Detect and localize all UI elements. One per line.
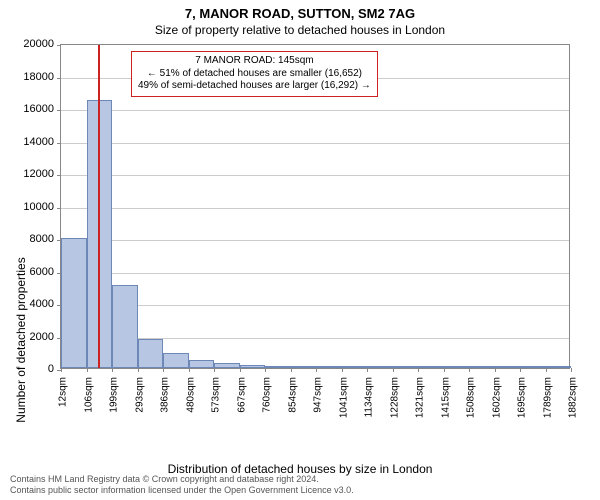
x-tick-label: 106sqm — [83, 377, 94, 413]
histogram-bar — [393, 366, 419, 368]
histogram-bar — [214, 363, 240, 368]
x-tick-label: 1695sqm — [517, 377, 528, 418]
y-tick-label: 20000 — [14, 38, 54, 50]
y-tick-label: 4000 — [14, 298, 54, 310]
gridline — [61, 273, 569, 274]
x-tick-label: 760sqm — [262, 377, 273, 413]
gridline — [61, 175, 569, 176]
histogram-bar — [469, 366, 495, 368]
y-tick-label: 14000 — [14, 136, 54, 148]
footer-line1: Contains HM Land Registry data © Crown c… — [10, 474, 354, 485]
y-tick-label: 8000 — [14, 233, 54, 245]
histogram-bar — [367, 366, 393, 368]
x-tick-label: 1508sqm — [466, 377, 477, 418]
x-tick-label: 1041sqm — [338, 377, 349, 418]
histogram-bar — [189, 360, 215, 368]
gridline — [61, 208, 569, 209]
y-tick-label: 0 — [14, 363, 54, 375]
footer-line2: Contains public sector information licen… — [10, 485, 354, 496]
x-tick-label: 1134sqm — [364, 377, 375, 417]
x-tick-label: 12sqm — [58, 377, 69, 407]
property-marker-line — [98, 45, 100, 368]
annotation-box: 7 MANOR ROAD: 145sqm← 51% of detached ho… — [131, 51, 378, 97]
x-tick-label: 1415sqm — [440, 377, 451, 418]
x-tick-label: 667sqm — [236, 377, 247, 413]
annotation-line: ← 51% of detached houses are smaller (16… — [138, 68, 371, 81]
chart-area: 7 MANOR ROAD: 145sqm← 51% of detached ho… — [60, 44, 570, 414]
histogram-bar — [316, 366, 342, 368]
y-tick-label: 12000 — [14, 168, 54, 180]
gridline — [61, 110, 569, 111]
x-tick-label: 1882sqm — [568, 377, 579, 418]
histogram-bar — [138, 339, 164, 368]
annotation-line: 49% of semi-detached houses are larger (… — [138, 80, 371, 93]
x-tick-label: 199sqm — [109, 377, 120, 413]
histogram-bar — [240, 365, 266, 368]
histogram-bar — [444, 366, 470, 368]
gridline — [61, 143, 569, 144]
histogram-bar — [495, 366, 521, 368]
x-tick-label: 947sqm — [313, 377, 324, 413]
histogram-bar — [418, 366, 444, 368]
histogram-bar — [342, 366, 368, 368]
y-tick-label: 6000 — [14, 266, 54, 278]
x-tick-label: 1228sqm — [389, 377, 400, 418]
x-tick-label: 386sqm — [160, 377, 171, 413]
annotation-line: 7 MANOR ROAD: 145sqm — [138, 55, 371, 68]
y-tick-label: 16000 — [14, 103, 54, 115]
x-tick-label: 1789sqm — [542, 377, 553, 418]
y-tick-label: 18000 — [14, 71, 54, 83]
x-tick-label: 1602sqm — [491, 377, 502, 418]
x-tick-label: 480sqm — [185, 377, 196, 413]
plot-region: 7 MANOR ROAD: 145sqm← 51% of detached ho… — [60, 44, 570, 369]
histogram-bar — [112, 285, 138, 368]
page-title: 7, MANOR ROAD, SUTTON, SM2 7AG — [0, 0, 600, 21]
y-tick-label: 10000 — [14, 201, 54, 213]
x-tick-label: 293sqm — [134, 377, 145, 413]
footer-attribution: Contains HM Land Registry data © Crown c… — [10, 474, 354, 496]
histogram-bar — [163, 353, 189, 368]
histogram-bar — [520, 366, 546, 368]
histogram-bar — [291, 366, 317, 368]
x-tick-label: 1321sqm — [415, 377, 426, 418]
x-tick-label: 573sqm — [211, 377, 222, 413]
page-subtitle: Size of property relative to detached ho… — [0, 21, 600, 37]
y-tick-label: 2000 — [14, 331, 54, 343]
histogram-bar — [265, 366, 291, 368]
gridline — [61, 240, 569, 241]
histogram-bar — [61, 238, 87, 368]
x-tick-label: 854sqm — [287, 377, 298, 413]
histogram-bar — [546, 366, 572, 368]
